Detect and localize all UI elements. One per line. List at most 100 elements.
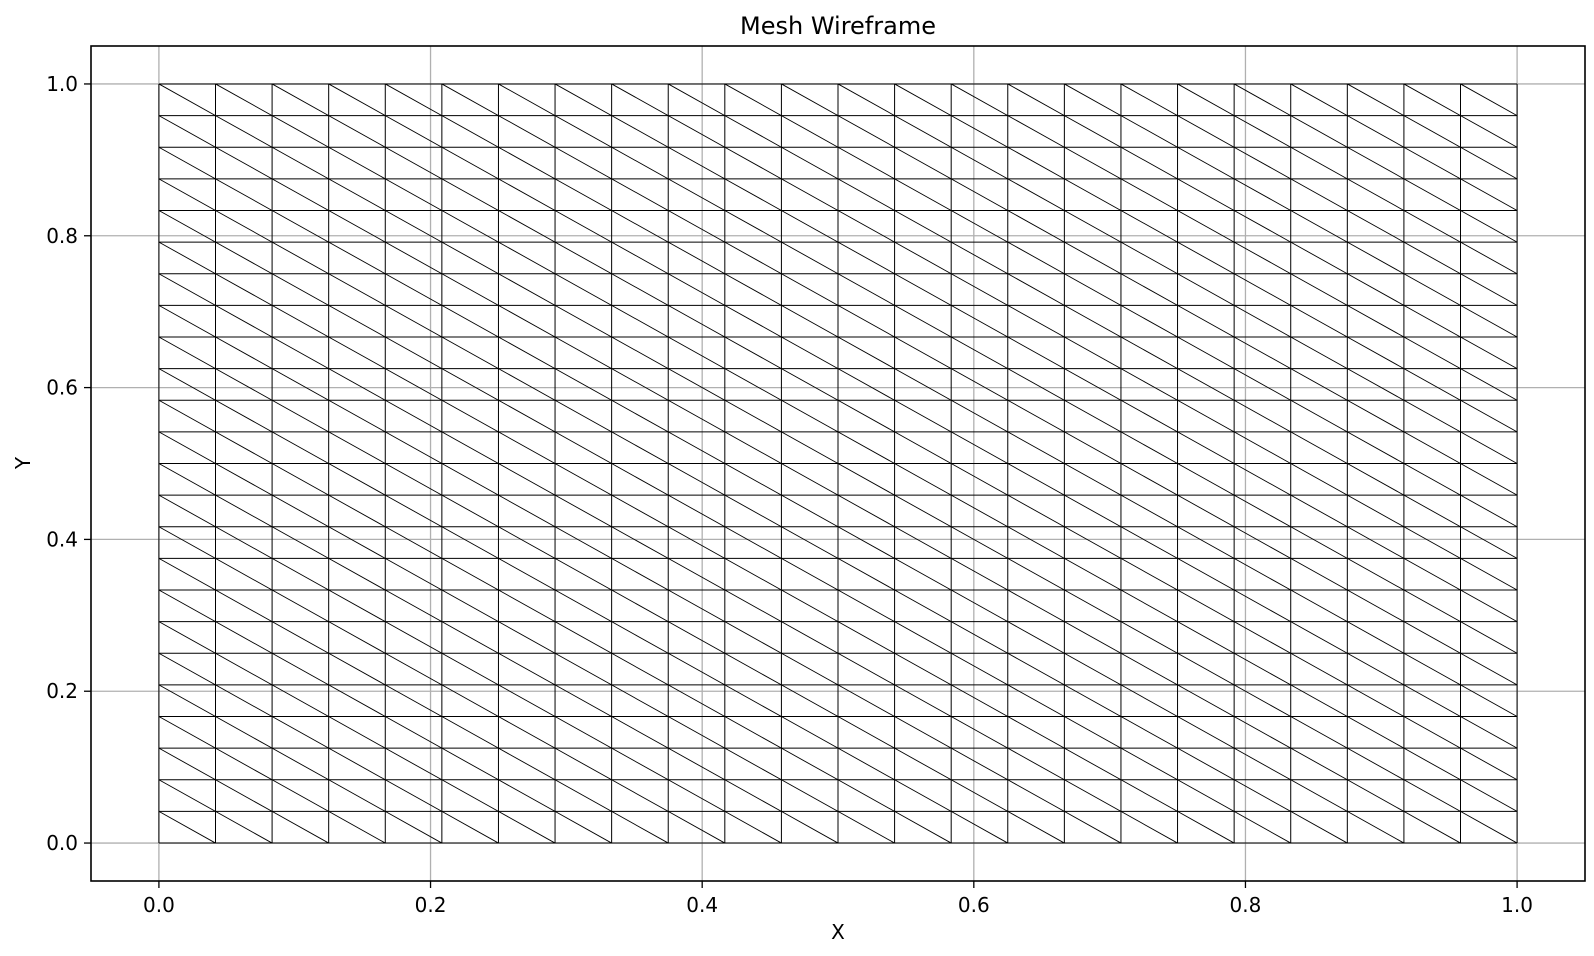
mesh-diagonal-edge <box>385 779 443 812</box>
mesh-diagonal-edge <box>441 368 499 401</box>
mesh-diagonal-edge <box>837 463 895 496</box>
mesh-diagonal-edge <box>611 557 669 591</box>
mesh-diagonal-edge <box>554 557 612 591</box>
mesh-diagonal-edge <box>215 336 273 370</box>
mesh-diagonal-edge <box>1064 146 1122 180</box>
mesh-diagonal-edge <box>1290 115 1348 148</box>
mesh-diagonal-edge <box>1460 399 1518 433</box>
y-tick-label: 1.0 <box>46 72 78 96</box>
mesh-diagonal-edge <box>328 589 386 623</box>
mesh-diagonal-edge <box>611 83 669 116</box>
mesh-diagonal-edge <box>1403 621 1461 654</box>
mesh-diagonal-edge <box>158 210 216 243</box>
mesh-diagonal-edge <box>1007 399 1065 433</box>
mesh-diagonal-edge <box>271 115 329 148</box>
mesh-diagonal-edge <box>1403 241 1461 275</box>
mesh-diagonal-edge <box>611 431 669 464</box>
mesh-diagonal-edge <box>1233 747 1291 781</box>
mesh-diagonal-edge <box>1177 652 1235 686</box>
mesh-diagonal-edge <box>1347 178 1405 211</box>
mesh-diagonal-edge <box>158 684 216 717</box>
mesh-diagonal-edge <box>1120 399 1178 433</box>
mesh-diagonal-edge <box>1233 368 1291 401</box>
mesh-diagonal-edge <box>1347 557 1405 591</box>
mesh-diagonal-edge <box>158 304 216 338</box>
mesh-diagonal-edge <box>1347 83 1405 116</box>
mesh-diagonal-edge <box>837 684 895 717</box>
mesh-diagonal-edge <box>950 684 1008 717</box>
mesh-diagonal-edge <box>271 463 329 496</box>
mesh-diagonal-edge <box>1347 463 1405 496</box>
mesh-diagonal-edge <box>441 589 499 623</box>
mesh-diagonal-edge <box>1460 494 1518 528</box>
mesh-diagonal-edge <box>950 241 1008 275</box>
mesh-diagonal-edge <box>781 652 839 686</box>
mesh-diagonal-edge <box>1233 557 1291 591</box>
mesh-diagonal-edge <box>1460 431 1518 464</box>
mesh-diagonal-edge <box>328 716 386 749</box>
mesh-diagonal-edge <box>1290 779 1348 812</box>
mesh-diagonal-edge <box>328 557 386 591</box>
mesh-diagonal-edge <box>668 210 726 243</box>
mesh-diagonal-edge <box>385 83 443 116</box>
mesh-diagonal-edge <box>1347 811 1405 844</box>
mesh-diagonal-edge <box>1120 83 1178 116</box>
mesh-diagonal-edge <box>611 621 669 654</box>
mesh-diagonal-edge <box>441 210 499 243</box>
mesh-diagonal-edge <box>1403 178 1461 211</box>
mesh-diagonal-edge <box>271 336 329 370</box>
mesh-diagonal-edge <box>1460 463 1518 496</box>
mesh-diagonal-edge <box>1064 336 1122 370</box>
mesh-lines <box>158 83 1518 844</box>
mesh-diagonal-edge <box>1007 811 1065 844</box>
mesh-diagonal-edge <box>1120 146 1178 180</box>
mesh-diagonal-edge <box>215 652 273 686</box>
mesh-diagonal-edge <box>1007 463 1065 496</box>
mesh-diagonal-edge <box>950 273 1008 306</box>
mesh-diagonal-edge <box>1347 431 1405 464</box>
mesh-diagonal-edge <box>1347 526 1405 559</box>
mesh-diagonal-edge <box>1007 146 1065 180</box>
mesh-diagonal-edge <box>271 368 329 401</box>
mesh-diagonal-edge <box>950 557 1008 591</box>
mesh-diagonal-edge <box>724 273 782 306</box>
mesh-diagonal-edge <box>328 273 386 306</box>
mesh-diagonal-edge <box>668 431 726 464</box>
mesh-diagonal-edge <box>1177 526 1235 559</box>
mesh-diagonal-edge <box>498 241 556 275</box>
mesh-diagonal-edge <box>215 494 273 528</box>
mesh-diagonal-edge <box>781 431 839 464</box>
mesh-diagonal-edge <box>1290 304 1348 338</box>
mesh-diagonal-edge <box>1007 747 1065 781</box>
mesh-diagonal-edge <box>1460 146 1518 180</box>
mesh-diagonal-edge <box>894 811 952 844</box>
mesh-diagonal-edge <box>498 304 556 338</box>
mesh-diagonal-edge <box>328 431 386 464</box>
mesh-diagonal-edge <box>950 494 1008 528</box>
mesh-diagonal-edge <box>894 83 952 116</box>
mesh-diagonal-edge <box>385 146 443 180</box>
mesh-diagonal-edge <box>1120 684 1178 717</box>
mesh-diagonal-edge <box>837 210 895 243</box>
mesh-diagonal-edge <box>837 779 895 812</box>
mesh-diagonal-edge <box>668 368 726 401</box>
mesh-diagonal-edge <box>1347 716 1405 749</box>
mesh-diagonal-edge <box>498 178 556 211</box>
mesh-diagonal-edge <box>724 463 782 496</box>
mesh-diagonal-edge <box>1120 589 1178 623</box>
mesh-diagonal-edge <box>441 115 499 148</box>
mesh-diagonal-edge <box>1460 589 1518 623</box>
mesh-diagonal-edge <box>158 621 216 654</box>
mesh-diagonal-edge <box>724 589 782 623</box>
mesh-diagonal-edge <box>611 589 669 623</box>
mesh-diagonal-edge <box>837 557 895 591</box>
mesh-diagonal-edge <box>554 463 612 496</box>
mesh-diagonal-edge <box>1403 652 1461 686</box>
mesh-diagonal-edge <box>1120 273 1178 306</box>
mesh-diagonal-edge <box>1177 716 1235 749</box>
mesh-diagonal-edge <box>1007 368 1065 401</box>
mesh-diagonal-edge <box>1064 716 1122 749</box>
mesh-diagonal-edge <box>1120 431 1178 464</box>
mesh-diagonal-edge <box>498 621 556 654</box>
mesh-diagonal-edge <box>385 526 443 559</box>
